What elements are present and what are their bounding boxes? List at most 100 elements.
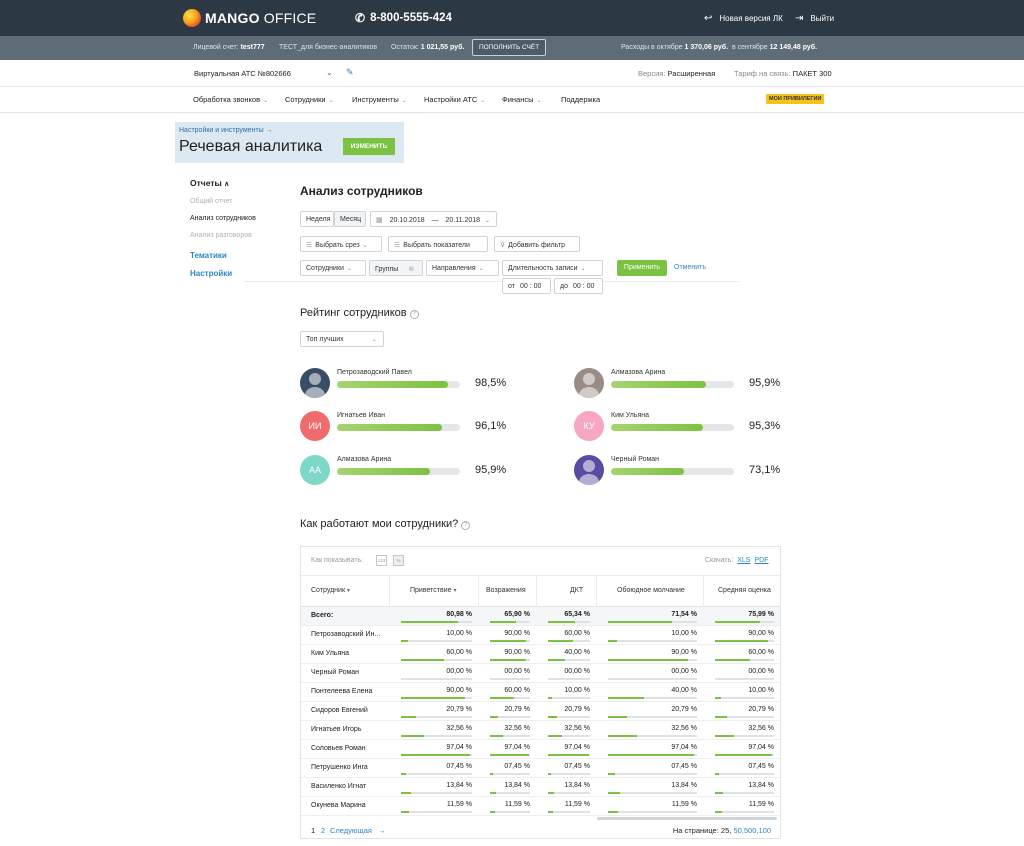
sidebar-reports[interactable]: Отчеты ∧	[190, 178, 229, 188]
sort-down-icon: ▾	[347, 588, 351, 594]
duration-from-input[interactable]: от 00 : 00	[502, 278, 551, 294]
duration-to-input[interactable]: до 00 : 00	[554, 278, 603, 294]
col-greeting[interactable]: Приветствие ▾	[389, 576, 478, 608]
page-1[interactable]: 1	[311, 826, 316, 835]
menu-support[interactable]: Поддержка	[561, 95, 601, 104]
employee-cell[interactable]: Василенко Игнат	[311, 783, 367, 790]
percent-mode-icon[interactable]: %	[393, 555, 404, 566]
apply-button[interactable]: Применить	[617, 260, 667, 276]
sidebar-item-topics[interactable]: Тематики	[190, 251, 227, 260]
filter-duration-dropdown[interactable]: Длительность записи ⌄	[502, 260, 603, 276]
employee-cell[interactable]: Ким Ульяна	[311, 650, 350, 657]
new-version-link[interactable]: ↩ Новая версия ЛК	[704, 13, 783, 24]
employee-cell[interactable]: Петрозаводский Ин...	[311, 631, 381, 638]
col-employee[interactable]: Сотрудник ▾	[311, 576, 350, 608]
menu-tools[interactable]: Инструменты ⌄	[352, 95, 407, 104]
per-page-500[interactable]: 500,	[743, 826, 759, 835]
change-button[interactable]: ИЗМЕНИТЬ	[343, 138, 395, 155]
filter-directions-dropdown[interactable]: Направления ⌄	[426, 260, 499, 276]
menu-label: Обработка звонков	[193, 95, 261, 104]
metric-bar-fill	[715, 659, 751, 661]
breadcrumb[interactable]: Настройки и инструменты →	[179, 127, 273, 134]
help-icon[interactable]: ?	[461, 521, 471, 530]
chevron-down-icon: ⌄	[263, 98, 269, 104]
metric-value: 97,04 %	[504, 744, 530, 751]
next-page-link[interactable]: Следующая →	[330, 826, 386, 835]
employee-cell[interactable]: Соловьев Роман	[311, 745, 366, 752]
mango-logo[interactable]: MANGO OFFICE	[183, 9, 316, 27]
download-pdf-link[interactable]: PDF	[754, 557, 769, 564]
help-icon[interactable]: ?	[409, 310, 419, 319]
add-filter-button[interactable]: ⊽ Добавить фильтр	[494, 236, 580, 252]
filter-staff-dropdown[interactable]: Сотрудники ⌄	[300, 260, 366, 276]
per-page-100[interactable]: 100	[758, 826, 771, 835]
metric-cell: 00,00 %	[488, 664, 536, 683]
col-objections[interactable]: Возражения	[478, 576, 536, 608]
sidebar-item-general[interactable]: Общий отчет	[190, 198, 233, 205]
employee-cell[interactable]: Понтелеева Елена	[311, 688, 373, 695]
period-month-button[interactable]: Месяц	[334, 211, 366, 227]
pencil-icon[interactable]: ✎	[346, 67, 354, 77]
topup-button[interactable]: ПОПОЛНИТЬ СЧЁТ	[472, 39, 547, 56]
logout-link[interactable]: ⇥ Выйти	[795, 13, 834, 24]
menu-ats-settings[interactable]: Настройки АТС ⌄	[424, 95, 485, 104]
phone-number: 8-800-5555-424	[370, 12, 452, 24]
select-slice-dropdown[interactable]: ☰ Выбрать срез ⌄	[300, 236, 382, 252]
menu-staff[interactable]: Сотрудники ⌄	[285, 95, 334, 104]
date-range-picker[interactable]: ▦ 20.10.2018 — 20.11.2018 ⌄	[370, 211, 497, 227]
cancel-link[interactable]: Отменить	[674, 264, 706, 271]
chevron-down-icon[interactable]: ⌄	[326, 68, 333, 77]
new-version-label: Новая версия ЛК	[719, 14, 783, 23]
rating-top-select[interactable]: Топ лучших ⌄	[300, 331, 384, 347]
sidebar-item-staff[interactable]: Анализ сотрудников	[190, 215, 256, 222]
list-icon: ☰	[306, 242, 313, 249]
account-name: ТЕСТ_для бизнес-аналитиков	[279, 44, 378, 51]
table-row: Петрозаводский Ин... 10,00 % 90,00 % 60,00 …	[301, 626, 780, 645]
employee-cell[interactable]: Игнатьев Игорь	[311, 726, 362, 733]
clear-icon[interactable]: ⊗	[408, 266, 415, 273]
metric-cell: 13,84 %	[713, 778, 780, 797]
employee-cell[interactable]: Окунева Марина	[311, 802, 366, 809]
employee-cell[interactable]: Сидоров Евгений	[311, 707, 368, 714]
sidebar-item-calls[interactable]: Анализ разговоров	[190, 232, 252, 239]
metric-bar-fill	[715, 735, 735, 737]
menu-call-processing[interactable]: Обработка звонков ⌄	[193, 95, 268, 104]
employee-cell[interactable]: Петрушенко Инга	[311, 764, 368, 771]
download-xls-link[interactable]: XLS	[737, 557, 751, 564]
employee-avatar: КУ	[574, 411, 604, 441]
metric-bar-fill	[490, 640, 526, 642]
filter-groups-dropdown[interactable]: Группы ⊗	[369, 260, 423, 276]
col-dkt[interactable]: ДКТ	[536, 576, 596, 608]
metric-bar-fill	[401, 697, 465, 699]
count-mode-icon[interactable]: 123	[376, 555, 387, 566]
employee-cell[interactable]: Черный Роман	[311, 669, 360, 676]
per-page-25[interactable]: 25,	[720, 826, 732, 835]
select-indicators-button[interactable]: ☰ Выбрать показатели	[388, 236, 488, 252]
metric-value: 00,00 %	[671, 668, 697, 675]
metric-bar	[401, 659, 472, 661]
metric-bar	[715, 697, 774, 699]
privileges-badge[interactable]: МОИ ПРИВИЛЕГИИ	[766, 94, 825, 104]
metric-bar	[490, 621, 530, 623]
per-page-50[interactable]: 50,	[733, 826, 744, 835]
col-silence[interactable]: Обоюдное молчание	[596, 576, 703, 608]
employee-name: Ким Ульяна	[611, 412, 650, 419]
ats-select[interactable]: Виртуальная АТС №802666	[194, 69, 291, 78]
metric-bar-fill	[490, 735, 504, 737]
horizontal-scrollbar[interactable]	[597, 817, 777, 820]
page-2[interactable]: 2	[321, 826, 326, 835]
menu-finance[interactable]: Финансы ⌄	[502, 95, 542, 104]
metric-cell: 32,56 %	[399, 721, 478, 740]
account-value: test777	[240, 44, 265, 51]
metric-bar-fill	[608, 773, 615, 775]
metric-bar-fill	[548, 640, 574, 642]
metric-bar	[401, 621, 472, 623]
metric-cell: 80,98 %	[399, 607, 478, 626]
filter-staff-label: Сотрудники	[306, 265, 344, 272]
period-week-button[interactable]: Неделя	[300, 211, 334, 227]
chevron-down-icon: ⌄	[485, 218, 491, 224]
metric-bar-fill	[608, 640, 617, 642]
metric-cell: 90,00 %	[399, 683, 478, 702]
sidebar-item-settings[interactable]: Настройки	[190, 269, 233, 278]
col-average[interactable]: Средняя оценка	[703, 576, 780, 608]
